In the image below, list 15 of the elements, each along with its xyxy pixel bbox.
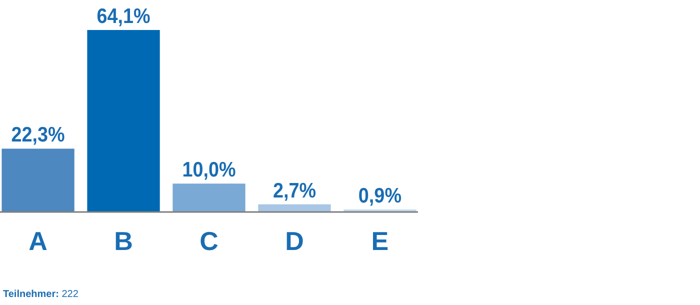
data-label: 64,1% bbox=[96, 5, 151, 28]
bar bbox=[172, 184, 246, 212]
data-label: 2,7% bbox=[272, 179, 316, 203]
x-tick-label: C bbox=[200, 226, 219, 256]
x-tick-label: B bbox=[114, 226, 133, 256]
x-tick-label: E bbox=[371, 226, 389, 256]
bar bbox=[87, 30, 160, 212]
bar bbox=[258, 204, 331, 212]
x-tick-label: A bbox=[28, 226, 48, 256]
data-label: 10,0% bbox=[182, 158, 236, 182]
x-tick-label: D bbox=[285, 226, 304, 256]
data-label: 22,3% bbox=[11, 124, 66, 147]
data-label: 0,9% bbox=[358, 184, 402, 208]
text: Teilnehmer: 222 bbox=[3, 289, 79, 300]
bar bbox=[2, 148, 74, 212]
